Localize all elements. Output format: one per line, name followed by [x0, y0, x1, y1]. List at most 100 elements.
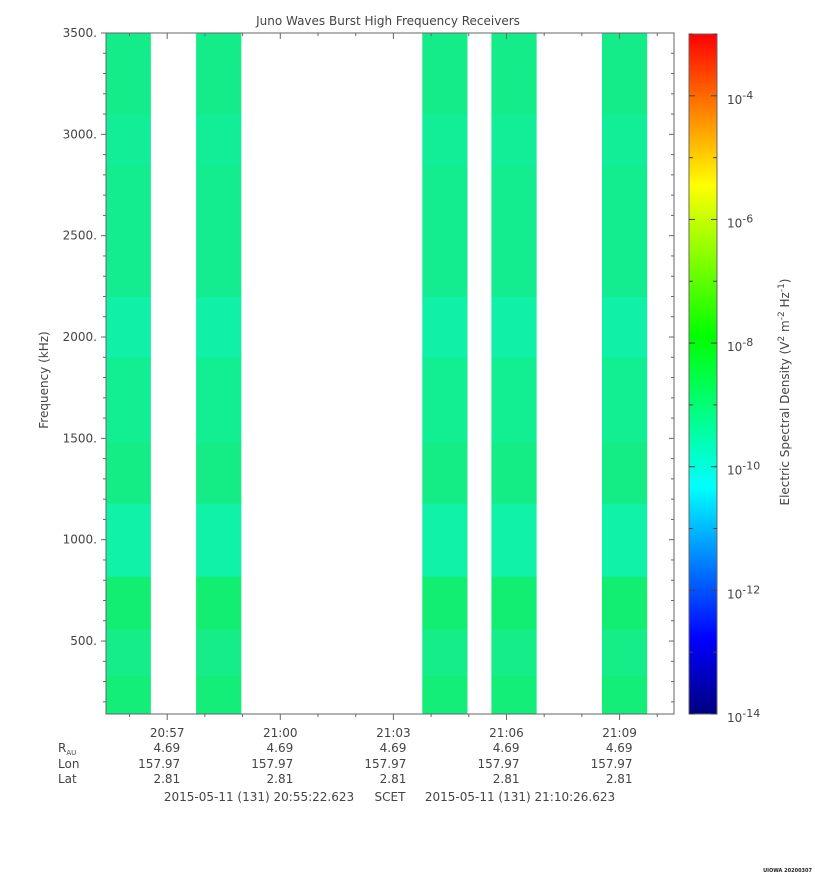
spectral-cell	[196, 576, 242, 630]
spectral-cell	[491, 503, 537, 577]
spectral-cell	[196, 357, 242, 443]
spectral-cell	[196, 628, 242, 676]
ephemeris-value: 2.81	[380, 772, 407, 786]
spectral-cell	[601, 296, 648, 358]
spectral-cell	[601, 357, 648, 443]
spectral-cell	[491, 164, 537, 297]
spectral-cell	[601, 33, 648, 115]
ephemeris-value: 2.81	[606, 772, 633, 786]
ephemeris-value: 4.69	[606, 741, 633, 755]
spectral-cell	[422, 675, 468, 714]
plot-frame	[105, 32, 675, 715]
spectral-cell	[196, 114, 242, 166]
spectral-cell	[196, 164, 242, 297]
spectral-cell	[601, 675, 648, 714]
spectral-cell	[422, 503, 468, 577]
colorbar-tick-label: 10-4	[727, 89, 753, 107]
spectral-cell	[106, 296, 151, 358]
ephemeris-value: 157.97	[138, 757, 180, 771]
spectrogram-data	[106, 33, 648, 714]
y-axis: 500. 1000. 1500. 2000. 2500. 3000. 3500.	[63, 26, 674, 703]
ephemeris-value: 2.81	[153, 772, 180, 786]
y-tick-label: 500.	[70, 634, 97, 648]
spectral-cell	[601, 442, 648, 504]
spectral-cell	[601, 628, 648, 676]
ephemeris-labels: RAU Lon Lat	[58, 741, 79, 786]
ephemeris-value: 157.97	[364, 757, 406, 771]
data-block	[422, 33, 468, 714]
spectral-cell	[601, 503, 648, 577]
spectral-cell	[106, 576, 151, 630]
spectral-cell	[601, 576, 648, 630]
data-block	[601, 33, 648, 714]
spectral-cell	[491, 442, 537, 504]
colorbar-label: Electric Spectral Density (V2 m-2 Hz-1)	[777, 278, 792, 505]
spectral-cell	[196, 675, 242, 714]
x-tick-label: 21:09	[602, 726, 637, 740]
colorbar-tick-label: 10-14	[727, 707, 760, 725]
ephemeris-value: 157.97	[477, 757, 519, 771]
ephemeris-value: 2.81	[267, 772, 294, 786]
spectral-cell	[491, 296, 537, 358]
spectral-cell	[106, 628, 151, 676]
y-tick-label: 1000.	[63, 533, 97, 547]
spectral-cell	[422, 33, 468, 115]
time-range-start: 2015-05-11 (131) 20:55:22.623	[164, 790, 354, 804]
spectral-cell	[422, 442, 468, 504]
spectral-cell	[422, 628, 468, 676]
spectral-cell	[106, 114, 151, 166]
y-tick-label: 2500.	[63, 229, 97, 243]
ephemeris-value: 157.97	[591, 757, 633, 771]
ephemeris-value: 4.69	[267, 741, 294, 755]
x-tick-label: 20:57	[150, 726, 185, 740]
y-tick-label: 2000.	[63, 330, 97, 344]
colorbar-tick-label: 10-8	[727, 336, 753, 354]
spectral-cell	[106, 33, 151, 115]
ephemeris-value: 2.81	[493, 772, 520, 786]
ephemeris-value: 157.97	[251, 757, 293, 771]
spectral-cell	[106, 503, 151, 577]
spectral-cell	[422, 114, 468, 166]
spectral-cell	[422, 576, 468, 630]
x-axis: 20:57 21:00 21:03 21:06 21:09	[128, 33, 658, 740]
x-tick-label: 21:03	[376, 726, 411, 740]
y-tick-label: 1500.	[63, 431, 97, 445]
chart-title: Juno Waves Burst High Frequency Receiver…	[255, 14, 520, 28]
spectral-cell	[491, 628, 537, 676]
spectral-cell	[422, 357, 468, 443]
y-tick-label: 3000.	[63, 127, 97, 141]
time-range-end: 2015-05-11 (131) 21:10:26.623	[425, 790, 615, 804]
spectral-cell	[106, 164, 151, 297]
spectral-cell	[491, 114, 537, 166]
colorbar-ticks: 10-14 10-12 10-10 10-8 10-6 10-4	[689, 33, 760, 725]
ephemeris-label-r: RAU	[58, 741, 76, 757]
x-tick-label: 21:00	[263, 726, 298, 740]
colorbar	[688, 33, 718, 715]
ephemeris-label-lat: Lat	[58, 772, 77, 786]
y-tick-label: 3500.	[63, 26, 97, 40]
spectral-cell	[196, 296, 242, 358]
data-block	[196, 33, 242, 714]
spectral-cell	[106, 357, 151, 443]
spectral-cell	[106, 675, 151, 714]
spectral-cell	[491, 675, 537, 714]
time-range-label: SCET	[375, 790, 407, 804]
spectral-cell	[106, 442, 151, 504]
ephemeris-value: 4.69	[493, 741, 520, 755]
ephemeris-label-lon: Lon	[58, 757, 79, 771]
spectral-cell	[601, 114, 648, 166]
colorbar-tick-label: 10-12	[727, 583, 760, 601]
spectral-cell	[196, 442, 242, 504]
spectral-cell	[491, 576, 537, 630]
data-block	[106, 33, 151, 714]
spectral-cell	[196, 33, 242, 115]
footer-tag: UIOWA 20200307	[763, 868, 812, 874]
time-range: 2015-05-11 (131) 20:55:22.623 SCET 2015-…	[164, 790, 615, 804]
colorbar-tick-label: 10-6	[727, 212, 753, 230]
spectral-cell	[491, 33, 537, 115]
y-axis-label: Frequency (kHz)	[37, 331, 51, 428]
colorbar-tick-label: 10-10	[727, 460, 760, 478]
ephemeris-value: 4.69	[380, 741, 407, 755]
spectral-cell	[422, 164, 468, 297]
